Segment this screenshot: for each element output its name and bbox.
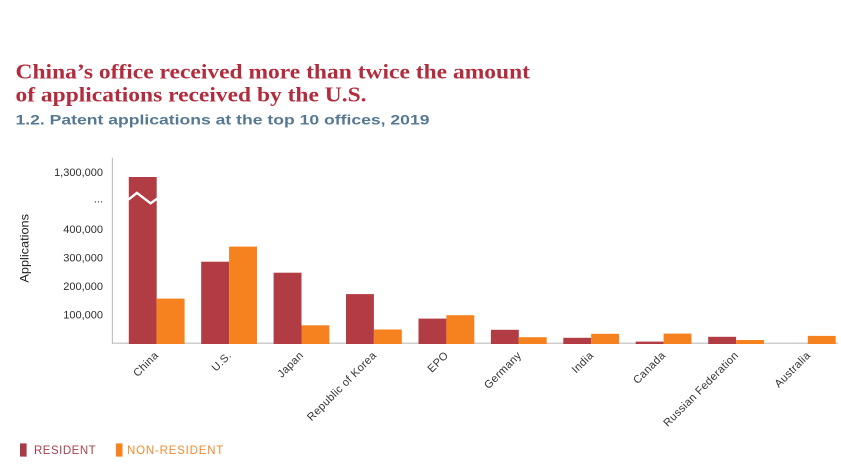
svg-text:NON-RESIDENT: NON-RESIDENT	[127, 445, 224, 457]
svg-text:of applications received by th: of applications received by the U.S.	[16, 83, 367, 107]
svg-text:RESIDENT: RESIDENT	[34, 445, 96, 457]
svg-text:...: ...	[94, 193, 103, 205]
svg-text:400,000: 400,000	[63, 224, 103, 236]
svg-text:300,000: 300,000	[63, 252, 103, 264]
svg-text:200,000: 200,000	[63, 281, 103, 293]
svg-text:Applications: Applications	[18, 214, 32, 283]
svg-text:100,000: 100,000	[63, 309, 103, 321]
svg-text:China’s office received more t: China’s office received more than twice …	[16, 60, 531, 84]
svg-text:1,300,000: 1,300,000	[54, 167, 103, 179]
svg-text:1.2. Patent applications at th: 1.2. Patent applications at the top 10 o…	[16, 113, 430, 129]
